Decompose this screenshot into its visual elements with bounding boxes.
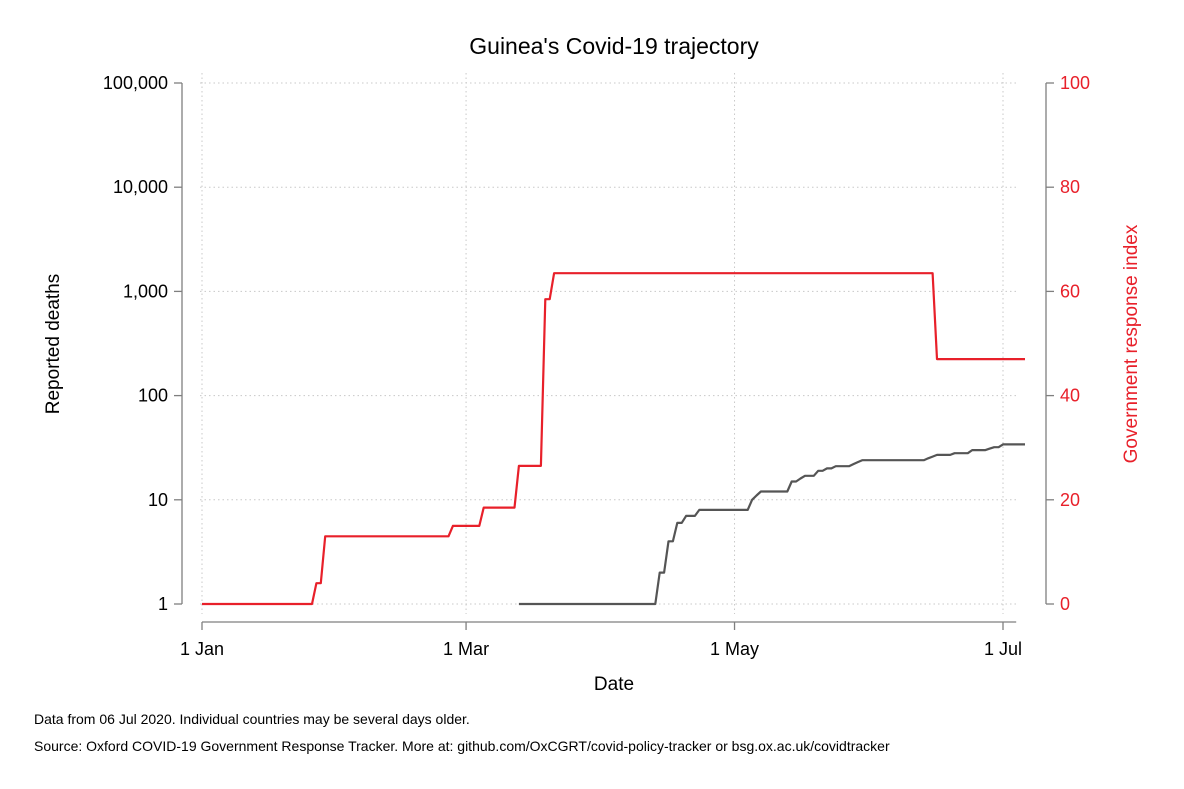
axes: 1 10 100 1,000 10,000 100,000 0 20 40 60 80 100 1 Ja…: [103, 73, 1090, 659]
y-left-tick-label: 10: [148, 490, 168, 510]
response-index-series-line: [202, 272, 1025, 606]
chart-canvas: Guinea's Covid-19 trajectory Date Report…: [43, 33, 1142, 695]
y-axis-left-label: Reported deaths: [43, 274, 64, 415]
x-tick-label: 1 Jan: [180, 639, 224, 659]
x-tick-label: 1 Jul: [984, 639, 1022, 659]
y-right-tick-label: 100: [1060, 73, 1090, 93]
y-right-tick-label: 60: [1060, 281, 1080, 301]
y-right-tick-label: 0: [1060, 594, 1070, 614]
y-left-tick-label: 100: [138, 386, 168, 406]
y-left-tick-label: 10,000: [113, 177, 168, 197]
x-tick-label: 1 May: [710, 639, 759, 659]
y-right-tick-label: 40: [1060, 386, 1080, 406]
x-tick-label: 1 Mar: [443, 639, 489, 659]
deaths-series-line: [518, 443, 1025, 606]
grid-lines: [200, 73, 1019, 614]
y-right-tick-label: 80: [1060, 177, 1080, 197]
series-lines: [202, 272, 1025, 606]
y-left-tick-label: 1: [158, 594, 168, 614]
y-axis-right-label: Government response index: [1121, 224, 1142, 463]
x-axis-label: Date: [594, 674, 634, 695]
y-right-tick-label: 20: [1060, 490, 1080, 510]
y-left-tick-label: 100,000: [103, 73, 168, 93]
chart-title: Guinea's Covid-19 trajectory: [469, 33, 759, 59]
data-date-note: Data from 06 Jul 2020. Individual countr…: [34, 711, 470, 727]
y-left-tick-label: 1,000: [123, 281, 168, 301]
source-note: Source: Oxford COVID-19 Government Respo…: [34, 738, 890, 754]
